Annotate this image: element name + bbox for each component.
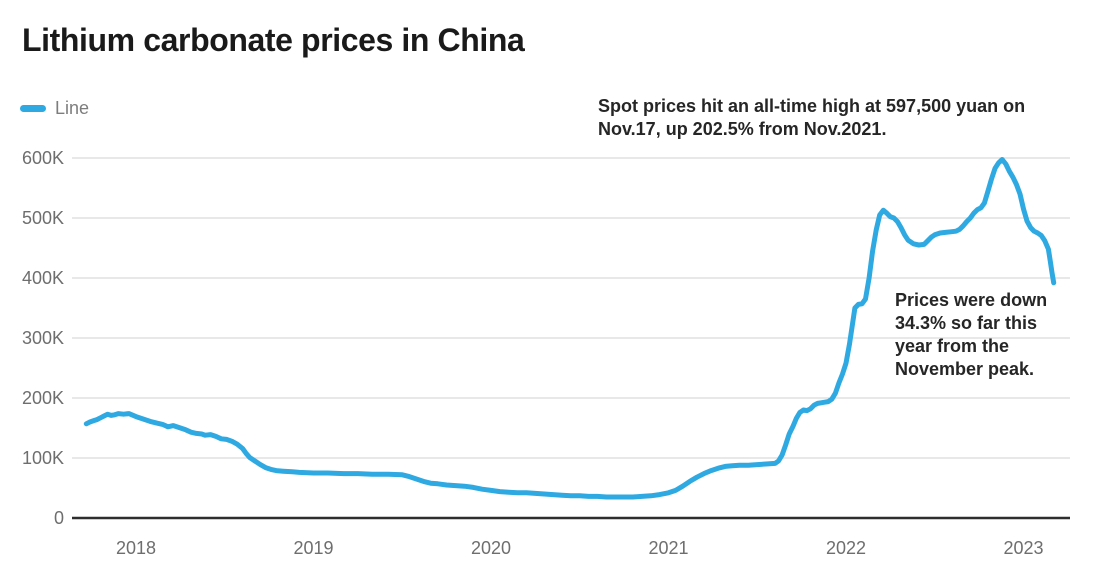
x-tick-label: 2021 [648, 538, 688, 558]
annotation-peak-drop-line3: year from the [895, 336, 1010, 356]
legend: Line [20, 98, 89, 119]
annotation-record-high: Spot prices hit an all-time high at 597,… [598, 95, 1080, 141]
annotation-peak-drop: Prices were down 34.3% so far this year … [895, 289, 1085, 381]
x-tick-label: 2022 [826, 538, 866, 558]
x-tick-label: 2019 [293, 538, 333, 558]
chart-title: Lithium carbonate prices in China [22, 22, 525, 58]
annotation-record-high-line1: Spot prices hit an all-time high at 597,… [598, 96, 1026, 116]
annotation-record-high-line2: Nov.17, up 202.5% from Nov.2021. [598, 119, 887, 139]
y-tick-label: 200K [22, 388, 64, 408]
x-tick-label: 2023 [1003, 538, 1043, 558]
y-tick-label: 0 [54, 508, 64, 528]
y-tick-label: 400K [22, 268, 64, 288]
y-tick-label: 100K [22, 448, 64, 468]
annotation-peak-drop-line2: 34.3% so far this [895, 313, 1038, 333]
y-tick-label: 500K [22, 208, 64, 228]
y-tick-label: 300K [22, 328, 64, 348]
y-tick-label: 600K [22, 148, 64, 168]
x-tick-label: 2020 [471, 538, 511, 558]
legend-label: Line [55, 98, 90, 118]
annotation-peak-drop-line4: November peak. [895, 359, 1035, 379]
x-tick-label: 2018 [116, 538, 156, 558]
price-line [83, 157, 1057, 500]
annotation-peak-drop-line1: Prices were down [895, 290, 1048, 310]
legend-line-swatch [20, 105, 46, 112]
